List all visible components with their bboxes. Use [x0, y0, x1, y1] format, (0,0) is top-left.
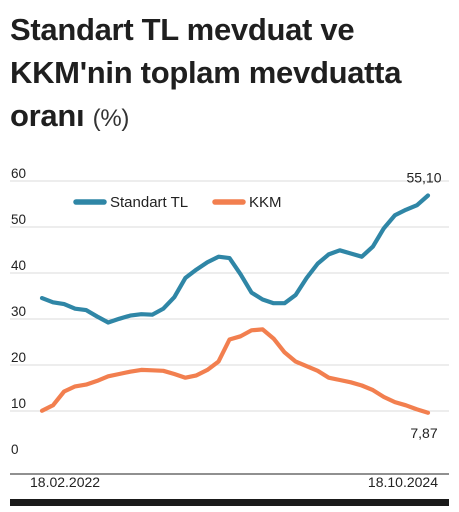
series-line-standart-tl: [39, 193, 431, 325]
y-tick-label: 50: [11, 212, 26, 227]
x-end-label: 18.10.2024: [368, 474, 438, 490]
legend-label: Standart TL: [110, 194, 188, 211]
end-value-label: 55,10: [406, 170, 441, 186]
value-labels: 55,10 7,87 18.02.2022 18.10.2024: [30, 170, 442, 490]
y-tick-label: 30: [11, 304, 26, 319]
end-value-label: 7,87: [410, 425, 437, 441]
series-lines: [39, 193, 431, 415]
legend-label: KKM: [249, 194, 282, 211]
y-tick-label: 40: [11, 258, 26, 273]
y-tick-label: 20: [11, 350, 26, 365]
legend: Standart TL KKM: [73, 194, 282, 211]
bottom-rule: [10, 499, 449, 506]
chart-title: Standart TL mevduat ve KKM'nin toplam me…: [10, 8, 450, 140]
y-axis-ticks: 0 10 20 30 40 50 60: [11, 166, 26, 457]
grid-lines: [10, 180, 449, 412]
y-tick-label: 60: [11, 166, 26, 181]
chart-title-main: Standart TL mevduat ve KKM'nin toplam me…: [10, 12, 402, 133]
y-tick-label: 10: [11, 396, 26, 411]
x-start-label: 18.02.2022: [30, 474, 100, 490]
series-line-kkm: [39, 327, 431, 415]
chart-title-unit: (%): [92, 105, 130, 132]
y-tick-label: 0: [11, 442, 19, 457]
